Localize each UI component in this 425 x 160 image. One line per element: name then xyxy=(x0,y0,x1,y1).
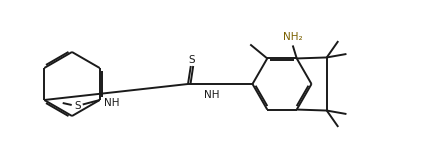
Text: NH: NH xyxy=(105,98,120,108)
Text: NH: NH xyxy=(204,90,220,100)
Text: S: S xyxy=(74,101,81,111)
Text: NH₂: NH₂ xyxy=(283,32,303,42)
Text: S: S xyxy=(189,55,196,65)
